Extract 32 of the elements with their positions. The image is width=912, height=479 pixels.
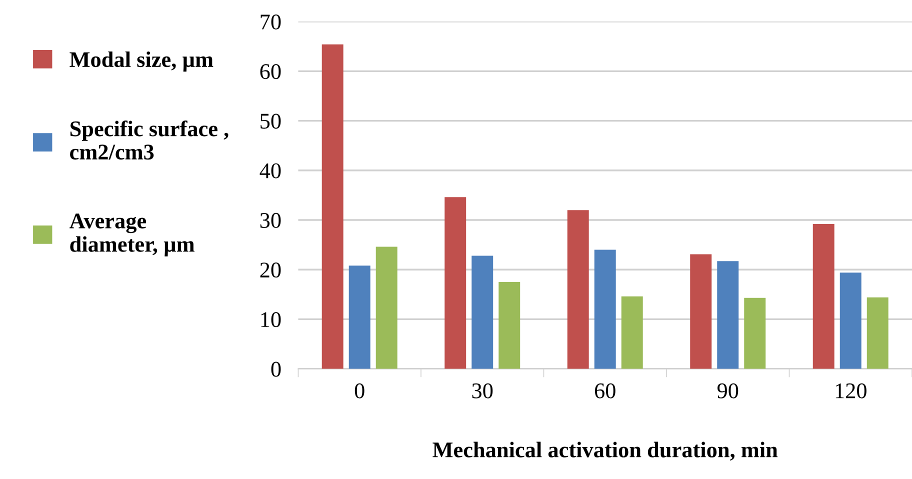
- y-tick-label: 40: [260, 163, 281, 178]
- legend-label: Specific surface , cm2/cm3: [70, 120, 228, 160]
- y-tick-label: 10: [261, 312, 281, 328]
- x-tick-label: 0: [354, 383, 364, 398]
- legend-label: Modal size, µm: [70, 51, 214, 72]
- y-tick-label: 30: [260, 212, 281, 228]
- bar: [322, 44, 344, 369]
- y-tick-label: 50: [260, 114, 281, 129]
- bar: [621, 296, 643, 369]
- x-tick-label: 90: [717, 383, 738, 398]
- x-tick-label: 120: [836, 383, 866, 398]
- bar: [744, 298, 766, 369]
- x-axis-title: Mechanical activation duration, min: [432, 442, 778, 461]
- bar: [567, 210, 589, 369]
- bar: [840, 272, 862, 369]
- bar: [376, 246, 398, 369]
- bar: [348, 266, 370, 369]
- bar: [690, 254, 712, 369]
- bar: [812, 224, 834, 369]
- y-tick-label: 60: [260, 64, 281, 80]
- bar: [472, 256, 494, 369]
- bar: [717, 261, 739, 369]
- y-tick-label: 20: [260, 262, 281, 278]
- bar: [498, 282, 520, 369]
- y-tick-label: 70: [260, 14, 281, 30]
- x-tick-label: 60: [594, 383, 616, 398]
- legend-label: Average diameter, µm: [70, 214, 194, 256]
- bar: [594, 250, 616, 369]
- bar: [444, 197, 466, 369]
- bar: [866, 297, 888, 369]
- y-tick-label: 0: [271, 362, 281, 377]
- x-tick-label: 30: [472, 383, 493, 398]
